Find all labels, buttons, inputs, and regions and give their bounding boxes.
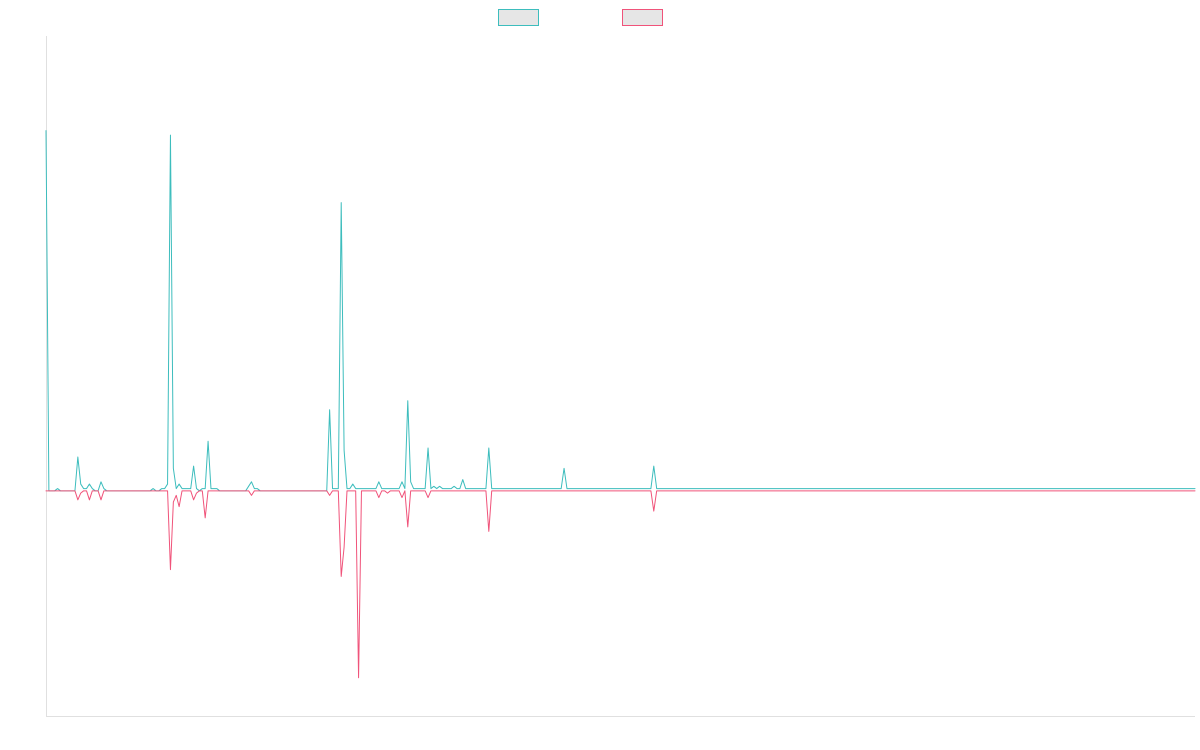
series-line-2 <box>45 490 1196 679</box>
axes <box>46 36 1195 717</box>
series-line-1 <box>45 130 1196 492</box>
legend-swatch-1[interactable] <box>498 9 539 26</box>
legend-swatch-2[interactable] <box>622 9 663 26</box>
series-layer <box>45 130 1196 679</box>
legend <box>498 9 663 26</box>
